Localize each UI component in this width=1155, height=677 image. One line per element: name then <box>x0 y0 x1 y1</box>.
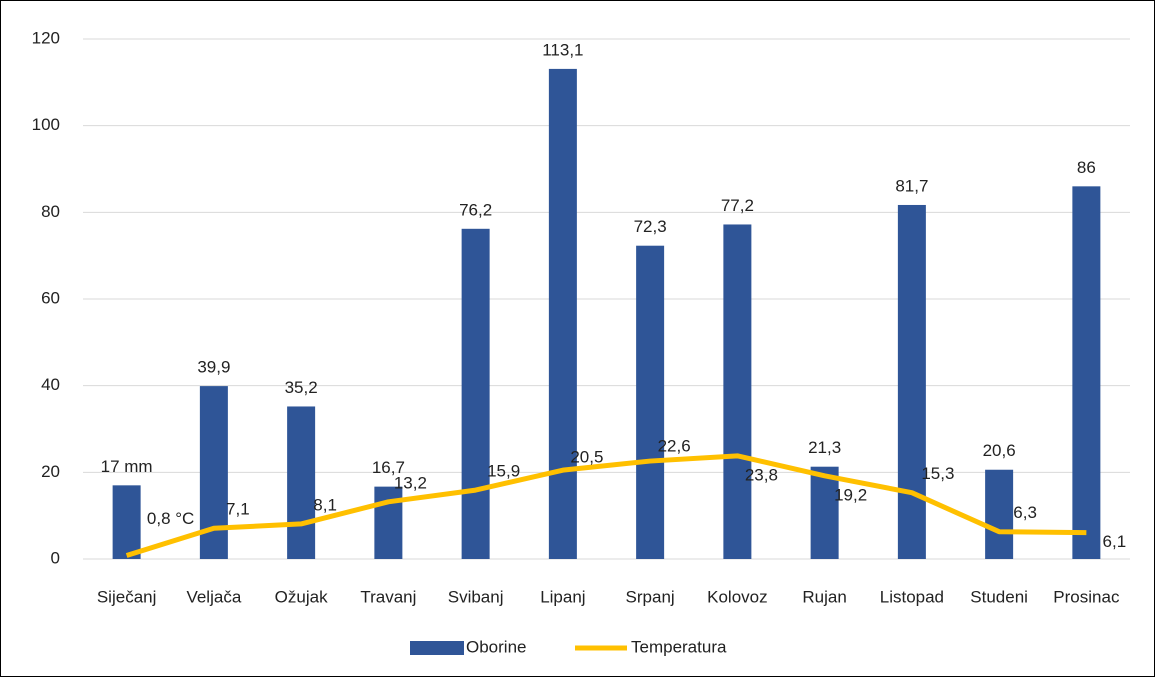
bar <box>636 245 665 559</box>
line-value-label: 20,5 <box>570 448 603 467</box>
bar-value-label: 35,2 <box>285 378 318 397</box>
legend-swatch <box>410 641 464 655</box>
line-value-label: 8,1 <box>313 495 337 514</box>
x-tick-label: Studeni <box>970 587 1028 606</box>
bar <box>287 406 316 559</box>
y-tick-label: 100 <box>32 115 60 134</box>
x-tick-label: Listopad <box>880 587 944 606</box>
x-tick-label: Svibanj <box>448 587 504 606</box>
legend-label: Oborine <box>466 637 526 656</box>
y-tick-label: 120 <box>32 28 60 47</box>
bar <box>897 204 926 559</box>
x-tick-label: Prosinac <box>1053 587 1120 606</box>
bar <box>1072 186 1101 560</box>
bar-value-label: 76,2 <box>459 200 492 219</box>
y-tick-label: 40 <box>41 375 60 394</box>
x-tick-label: Kolovoz <box>707 587 767 606</box>
x-tick-label: Ožujak <box>275 587 328 606</box>
x-tick-label: Srpanj <box>626 587 675 606</box>
y-tick-label: 20 <box>41 462 60 481</box>
bar-value-label: 20,6 <box>983 441 1016 460</box>
line-value-label: 13,2 <box>394 473 427 492</box>
bar-value-label: 16,7 <box>372 458 405 477</box>
x-tick-label: Lipanj <box>540 587 585 606</box>
bar-value-label: 77,2 <box>721 196 754 215</box>
bar <box>985 469 1014 559</box>
bar <box>112 485 141 559</box>
line-value-label: 23,8 <box>745 465 778 484</box>
line-value-label: 7,1 <box>226 500 250 519</box>
line-value-label: 0,8 °C <box>147 509 194 528</box>
line-value-label: 22,6 <box>658 437 691 456</box>
bar-value-label: 72,3 <box>634 217 667 236</box>
line-value-label: 19,2 <box>834 485 867 504</box>
bar-value-label: 81,7 <box>895 176 928 195</box>
x-tick-label: Rujan <box>802 587 846 606</box>
bar-value-label: 86 <box>1077 158 1096 177</box>
line-value-label: 15,9 <box>487 462 520 481</box>
line <box>125 453 1087 558</box>
line-value-label: 6,1 <box>1103 532 1127 551</box>
bar-value-label: 39,9 <box>197 358 230 377</box>
y-tick-label: 0 <box>51 548 60 567</box>
legend-label: Temperatura <box>631 637 727 656</box>
x-tick-label: Veljača <box>186 587 241 606</box>
line-value-label: 15,3 <box>921 464 954 483</box>
y-tick-label: 60 <box>41 288 60 307</box>
bar <box>548 68 577 560</box>
bar-value-label: 21,3 <box>808 438 841 457</box>
x-tick-label: Siječanj <box>97 587 157 606</box>
bar <box>723 224 752 559</box>
bar <box>374 486 403 559</box>
line-value-label: 6,3 <box>1013 503 1037 522</box>
bar-value-label: 17 mm <box>101 457 153 476</box>
bar-value-label: 113,1 <box>542 40 583 59</box>
bar <box>810 466 839 559</box>
y-tick-label: 80 <box>41 202 60 221</box>
x-tick-label: Travanj <box>360 587 416 606</box>
bar <box>461 228 490 560</box>
